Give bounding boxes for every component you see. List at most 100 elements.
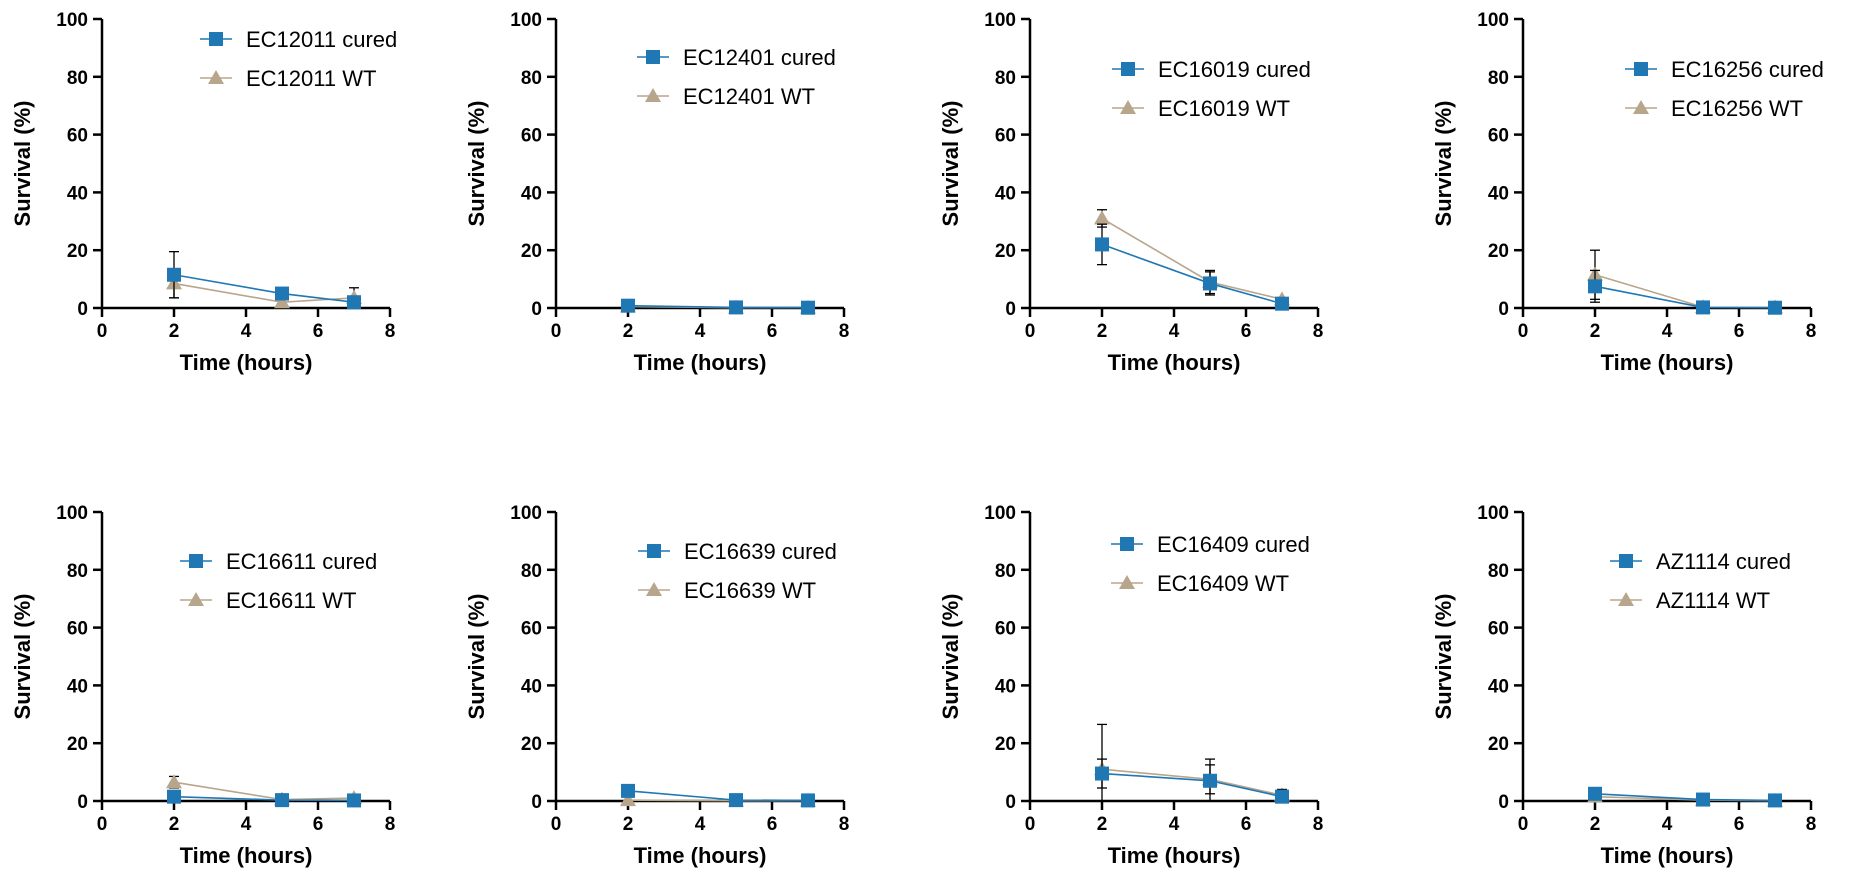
y-tick-label: 20	[1488, 734, 1509, 755]
chart-panel-3: 0 20 40 60 80 100 0 2 4 6 8 Time (hours) Survival (%…	[938, 10, 1323, 375]
series-cured	[1588, 269, 1782, 315]
y-tick-label: 100	[1477, 10, 1509, 31]
x-axis-title: Time (hours)	[180, 350, 313, 375]
data-point	[166, 774, 182, 789]
y-tick-label: 100	[1477, 503, 1509, 524]
y-tick-label: 100	[984, 503, 1016, 524]
y-tick-label: 40	[521, 676, 542, 697]
x-tick-label: 2	[1590, 814, 1601, 835]
y-axis-title: Survival (%)	[1431, 594, 1456, 720]
legend-square-marker	[646, 50, 660, 64]
x-axis-title: Time (hours)	[634, 350, 767, 375]
data-point	[621, 298, 635, 313]
legend-label: EC12401 WT	[683, 84, 815, 109]
y-tick-label: 0	[1005, 792, 1016, 813]
legend: EC16639 cured EC16639 WT	[638, 539, 837, 603]
series-line	[1101, 243, 1283, 305]
x-axis-title: Time (hours)	[180, 843, 313, 868]
x-tick-label: 0	[551, 814, 562, 835]
legend-square-marker	[189, 554, 203, 568]
x-tick-label: 0	[97, 814, 108, 835]
data-point	[1768, 793, 1782, 808]
x-tick-label: 6	[1241, 321, 1252, 342]
x-tick-label: 0	[1025, 814, 1036, 835]
data-point	[1095, 766, 1109, 781]
legend-triangle-marker	[208, 70, 224, 84]
data-point	[1203, 276, 1217, 291]
x-tick-label: 4	[1662, 814, 1673, 835]
x-tick-label: 6	[767, 814, 778, 835]
y-tick-label: 20	[521, 241, 542, 262]
chart-panel-8: 0 20 40 60 80 100 0 2 4 6 8 Time (hours) Survival (%…	[1431, 503, 1816, 868]
x-tick-label: 4	[241, 321, 252, 342]
x-tick-label: 2	[1590, 321, 1601, 342]
legend-square-marker	[209, 32, 223, 46]
y-tick-label: 60	[1488, 619, 1509, 640]
x-axis-title: Time (hours)	[1108, 843, 1241, 868]
y-tick-label: 80	[67, 561, 88, 582]
legend-label: AZ1114 cured	[1656, 549, 1791, 574]
y-tick-label: 0	[1005, 299, 1016, 320]
series-wt	[166, 268, 362, 309]
y-axis-title: Survival (%)	[938, 594, 963, 720]
legend-label: EC12011 cured	[246, 27, 397, 52]
y-tick-label: 40	[67, 183, 88, 204]
legend-triangle-marker	[1633, 100, 1649, 114]
data-point	[1696, 300, 1710, 315]
x-tick-label: 2	[1097, 321, 1108, 342]
x-axis-title: Time (hours)	[634, 843, 767, 868]
series-cured	[621, 298, 815, 315]
y-tick-label: 40	[521, 183, 542, 204]
x-axis-title: Time (hours)	[1601, 350, 1734, 375]
y-tick-label: 60	[67, 126, 88, 147]
series-wt	[620, 792, 816, 807]
x-axis-title: Time (hours)	[1601, 843, 1734, 868]
data-point	[275, 286, 289, 301]
series-cured	[167, 789, 361, 808]
data-point	[167, 267, 181, 282]
x-tick-label: 6	[1734, 321, 1745, 342]
series-wt	[1094, 723, 1290, 802]
legend-square-marker	[1619, 554, 1633, 568]
x-tick-label: 0	[1518, 814, 1529, 835]
series-line	[1101, 217, 1283, 301]
chart-panel-4: 0 20 40 60 80 100 0 2 4 6 8 Time (hours) Survival (%…	[1431, 10, 1824, 375]
legend-square-marker	[647, 544, 661, 558]
x-tick-label: 0	[97, 321, 108, 342]
y-tick-label: 20	[67, 734, 88, 755]
legend-label: EC16409 WT	[1157, 571, 1289, 596]
legend-triangle-marker	[188, 592, 204, 606]
legend-label: EC16639 cured	[684, 539, 837, 564]
y-tick-label: 0	[1498, 792, 1509, 813]
x-tick-label: 4	[241, 814, 252, 835]
x-tick-label: 8	[1313, 321, 1324, 342]
series-cured	[167, 250, 361, 310]
y-axis-title: Survival (%)	[1431, 101, 1456, 227]
x-tick-label: 4	[695, 814, 706, 835]
data-point	[729, 300, 743, 315]
x-tick-label: 4	[1169, 321, 1180, 342]
legend: AZ1114 cured AZ1114 WT	[1610, 549, 1791, 613]
x-tick-label: 6	[313, 321, 324, 342]
data-point	[620, 792, 636, 807]
legend-label: EC16019 cured	[1158, 57, 1311, 82]
data-point	[1696, 792, 1710, 807]
data-point	[347, 793, 361, 808]
legend: EC12401 cured EC12401 WT	[637, 45, 836, 109]
legend-label: EC16611 WT	[226, 588, 356, 613]
y-axis-title: Survival (%)	[938, 101, 963, 227]
legend-label: EC16611 cured	[226, 549, 377, 574]
y-tick-label: 0	[531, 792, 542, 813]
x-tick-label: 6	[1734, 814, 1745, 835]
y-tick-label: 60	[995, 126, 1016, 147]
data-point	[1203, 773, 1217, 788]
y-tick-label: 40	[1488, 183, 1509, 204]
data-point	[1588, 786, 1602, 801]
x-tick-label: 6	[767, 321, 778, 342]
chart-panel-6: 0 20 40 60 80 100 0 2 4 6 8 Time (hours) Survival (%…	[464, 503, 849, 868]
y-tick-label: 20	[67, 241, 88, 262]
x-tick-label: 4	[695, 321, 706, 342]
y-tick-label: 60	[521, 619, 542, 640]
x-tick-label: 8	[1806, 321, 1817, 342]
y-tick-label: 0	[77, 299, 88, 320]
